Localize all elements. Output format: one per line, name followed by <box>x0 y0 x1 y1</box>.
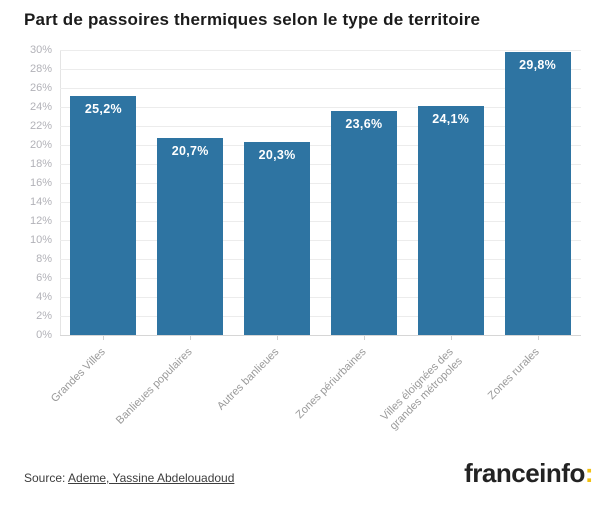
gridline <box>60 278 581 279</box>
brand-colon: : <box>584 458 594 488</box>
y-axis-label: 12% <box>29 215 52 227</box>
gridline <box>60 259 581 260</box>
bar-chart: 0% 2% 4% 6% 8% 10% 12% 14% 16% 18% 20% 22% 24% 26% 28%… <box>30 44 581 432</box>
gridline <box>60 145 581 146</box>
franceinfo-logo: franceinfo: <box>464 458 593 489</box>
x-axis-tick <box>277 336 279 340</box>
x-axis-tick <box>537 336 539 340</box>
x-axis-tick <box>450 336 452 340</box>
gridline <box>60 50 581 51</box>
source-prefix: Source: <box>24 471 69 485</box>
y-axis-label: 14% <box>29 196 52 208</box>
x-axis-label: Autres banlieues <box>215 346 282 413</box>
gridline <box>60 69 581 70</box>
gridline <box>60 107 581 108</box>
bar-value-label: 23,6% <box>345 116 383 131</box>
bar: 24,1% <box>417 106 484 335</box>
bar: 20,3% <box>244 142 311 335</box>
y-axis-label: 30% <box>29 44 52 56</box>
bar: 20,7% <box>157 138 224 335</box>
gridline <box>60 126 581 127</box>
y-axis-label: 18% <box>29 158 52 170</box>
x-axis-label: Zones périurbaines <box>293 346 369 422</box>
y-axis-label: 10% <box>29 234 52 246</box>
source-link[interactable]: Ademe, Yassine Abdelouadoud <box>68 471 235 485</box>
x-axis-label: Villes éloignées des grandes métropoles <box>378 346 465 433</box>
page-title: Part de passoires thermiques selon le ty… <box>24 10 481 29</box>
y-axis-label: 6% <box>36 272 52 284</box>
gridline <box>60 316 581 317</box>
y-axis-label: 0% <box>36 329 52 341</box>
source-text: Source: Ademe, Yassine Abdelouadoud <box>24 471 234 485</box>
bar-value-label: 25,2% <box>84 101 122 116</box>
x-axis-label: Grandes Villes <box>48 346 108 405</box>
bar: 29,8% <box>504 51 571 335</box>
x-axis-tick <box>363 336 365 340</box>
x-axis-tick <box>190 336 192 340</box>
x-axis-label: Banlieues populaires <box>114 346 195 427</box>
gridline <box>60 221 581 222</box>
y-axis-label: 16% <box>29 177 52 189</box>
bar: 23,6% <box>330 110 397 335</box>
gridline <box>60 88 581 89</box>
bar-value-label: 20,7% <box>171 144 209 159</box>
y-axis-label: 4% <box>36 291 52 303</box>
gridline <box>60 240 581 241</box>
y-axis-label: 20% <box>29 139 52 151</box>
x-axis-line <box>60 335 581 336</box>
gridline <box>60 297 581 298</box>
bar-value-label: 29,8% <box>519 57 557 72</box>
bar-value-label: 24,1% <box>432 112 470 127</box>
gridline <box>60 202 581 203</box>
y-axis-label: 22% <box>29 120 52 132</box>
y-axis-line <box>60 50 61 335</box>
x-axis-tick <box>103 336 105 340</box>
bar: 25,2% <box>70 95 137 335</box>
y-axis-label: 26% <box>29 82 52 94</box>
y-axis-label: 24% <box>29 101 52 113</box>
y-axis-label: 8% <box>36 253 52 265</box>
x-axis-label: Zones rurales <box>486 346 543 403</box>
y-axis-label: 2% <box>36 310 52 322</box>
brand-name: franceinfo <box>464 458 585 488</box>
gridline <box>60 183 581 184</box>
y-axis-label: 28% <box>29 63 52 75</box>
bar-value-label: 20,3% <box>258 148 296 163</box>
gridline <box>60 164 581 165</box>
